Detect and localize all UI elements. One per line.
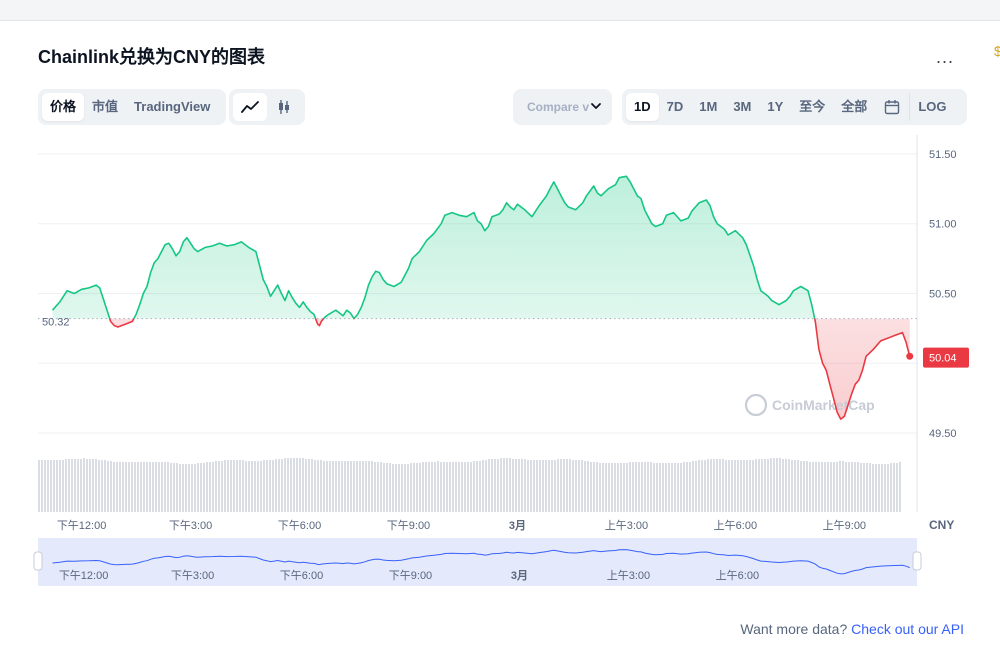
navigator-tick-label: 上午3:00 — [607, 569, 650, 582]
x-tick-label: 上午3:00 — [605, 519, 648, 532]
navigator-tick-label: 下午6:00 — [280, 569, 323, 582]
x-tick-label: 下午3:00 — [169, 519, 212, 532]
top-strip — [0, 0, 1000, 20]
navigator-tick-label: 下午9:00 — [389, 569, 432, 582]
range-1d[interactable]: 1D — [626, 93, 659, 121]
chevron-down-icon — [591, 103, 601, 109]
edge-glyph: $ — [994, 43, 1000, 59]
currency-label: CNY — [929, 518, 954, 532]
calendar-icon — [885, 100, 900, 115]
x-tick-label: 下午12:00 — [57, 519, 107, 532]
area-below-baseline — [52, 318, 910, 420]
log-scale-toggle[interactable]: LOG — [909, 93, 954, 121]
chart-title: Chainlink兑换为CNY的图表 — [38, 47, 266, 67]
x-tick-label: 下午6:00 — [278, 519, 321, 532]
last-price-tag — [923, 347, 969, 368]
line-chart-button[interactable] — [233, 93, 267, 121]
last-price-dot — [906, 352, 914, 360]
tab-price[interactable]: 价格 — [42, 93, 85, 121]
compare-label: Compare v — [527, 100, 590, 114]
area-above-baseline — [52, 176, 815, 319]
volume-bars — [38, 458, 901, 512]
watermark-logo-icon — [744, 393, 768, 417]
watermark: CoinMarketCap — [772, 397, 875, 413]
more-options-button[interactable]: ... — [936, 47, 955, 67]
footer-text: Want more data? — [740, 621, 848, 637]
range-all[interactable]: 全部 — [841, 99, 868, 114]
chart-tab-group: 价格 市值 TradingView — [38, 89, 226, 125]
y-tick-label: 49.50 — [929, 428, 957, 440]
chart-type-group — [229, 89, 305, 125]
x-tick-label: 3月 — [509, 519, 526, 532]
footer-note: Want more data? Check out our API — [740, 621, 964, 637]
range-1y[interactable]: 1Y — [767, 99, 784, 114]
y-tick-label: 51.50 — [929, 149, 957, 161]
api-link[interactable]: Check out our API — [851, 621, 964, 637]
range-3m[interactable]: 3M — [733, 99, 752, 114]
navigator-left-handle[interactable] — [33, 551, 43, 571]
range-7d[interactable]: 7D — [666, 99, 684, 114]
compare-dropdown[interactable]: Compare v — [513, 89, 612, 125]
range-1m[interactable]: 1M — [699, 99, 718, 114]
y-tick-label: 51.00 — [929, 219, 957, 231]
x-tick-label: 下午9:00 — [387, 519, 430, 532]
x-tick-label: 上午9:00 — [823, 519, 866, 532]
navigator-tick-label: 下午3:00 — [171, 569, 214, 582]
candlestick-icon — [279, 100, 289, 114]
calendar-button[interactable] — [875, 93, 909, 121]
range-ytd[interactable]: 至今 — [799, 99, 826, 114]
navigator-tick-label: 上午6:00 — [716, 569, 759, 582]
navigator-line — [52, 549, 910, 575]
navigator-tick-label: 下午12:00 — [59, 569, 109, 582]
y-tick-label: 50.50 — [929, 288, 957, 300]
price-line-up — [51, 175, 816, 319]
x-tick-label: 上午6:00 — [714, 519, 757, 532]
tab-market-cap[interactable]: 市值 — [92, 99, 119, 114]
navigator-right-handle[interactable] — [912, 551, 922, 571]
last-price-label: 50.04 — [929, 353, 957, 365]
line-chart-icon — [241, 101, 259, 113]
range-group: 1D 7D 1M 3M 1Y 至今 全部 LOG — [622, 89, 967, 125]
navigator-tick-label: 3月 — [511, 569, 528, 582]
baseline-label: 50.32 — [42, 317, 70, 329]
tab-tradingview[interactable]: TradingView — [134, 99, 211, 114]
candlestick-button[interactable] — [267, 93, 301, 121]
